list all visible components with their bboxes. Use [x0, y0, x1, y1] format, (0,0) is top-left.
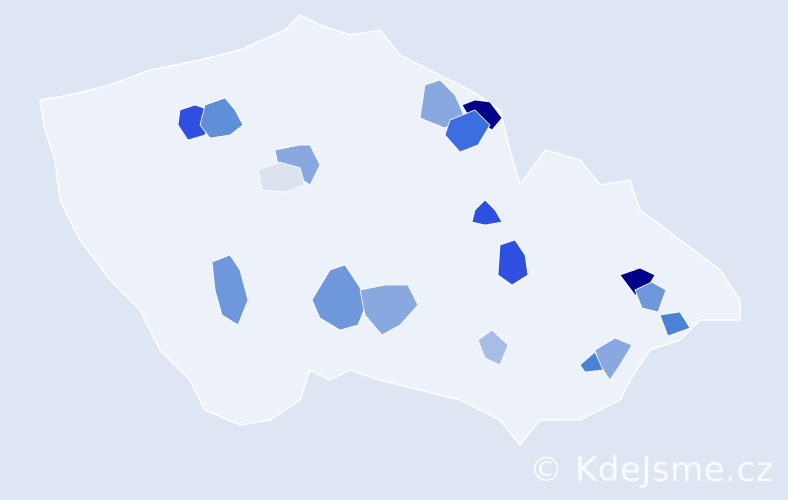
district-region[interactable] — [177, 104, 211, 141]
country-outline — [39, 14, 741, 447]
district-region[interactable] — [634, 281, 667, 313]
district-region[interactable] — [659, 311, 691, 337]
district-region[interactable] — [471, 199, 503, 226]
district-region[interactable] — [257, 161, 306, 193]
highlighted-regions — [177, 79, 691, 381]
district-region[interactable] — [579, 351, 604, 373]
watermark: © KdeJsme.cz — [529, 450, 774, 490]
district-region[interactable] — [477, 329, 509, 366]
district-region[interactable] — [359, 284, 419, 336]
district-region[interactable] — [497, 239, 529, 286]
district-region[interactable] — [199, 97, 244, 139]
district-region[interactable] — [211, 254, 249, 326]
district-region[interactable] — [311, 264, 369, 331]
district-region[interactable] — [444, 109, 491, 153]
